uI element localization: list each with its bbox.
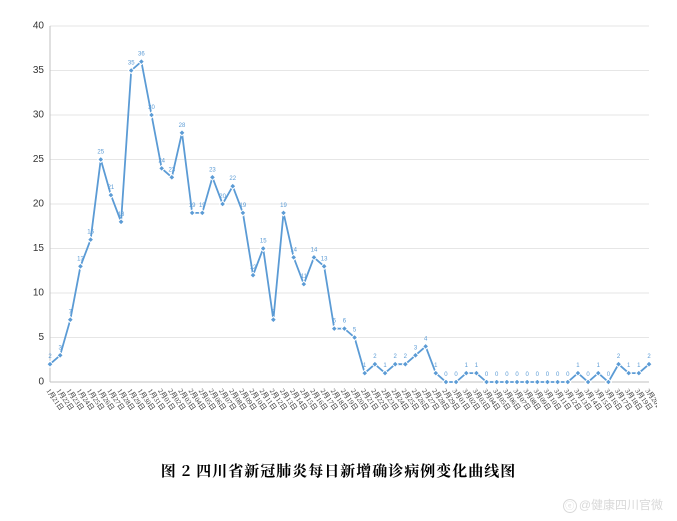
point-label: 0 bbox=[546, 372, 550, 378]
point-label: 1 bbox=[383, 363, 387, 369]
point-label: 1 bbox=[637, 363, 641, 369]
point-label: 0 bbox=[525, 372, 529, 378]
data-point bbox=[108, 192, 114, 198]
data-point bbox=[514, 379, 520, 385]
y-tick-label: 5 bbox=[38, 332, 44, 343]
y-tick-label: 10 bbox=[33, 288, 45, 299]
point-label: 13 bbox=[321, 256, 328, 262]
point-label: 18 bbox=[118, 212, 125, 218]
y-tick-label: 35 bbox=[33, 65, 45, 76]
point-label: 12 bbox=[250, 265, 257, 271]
data-point bbox=[77, 263, 83, 269]
point-label: 35 bbox=[128, 61, 135, 67]
point-label: 19 bbox=[280, 203, 287, 209]
point-label: 15 bbox=[260, 239, 267, 245]
data-point bbox=[189, 210, 195, 216]
chart-caption: 图 2 四川省新冠肺炎每日新增确诊病例变化曲线图 bbox=[0, 460, 677, 481]
data-point bbox=[504, 379, 510, 385]
point-label: 23 bbox=[168, 167, 175, 173]
data-point bbox=[291, 254, 297, 260]
point-label: 5 bbox=[353, 328, 357, 334]
point-label: 0 bbox=[607, 372, 611, 378]
point-label: 14 bbox=[311, 247, 318, 253]
point-label: 23 bbox=[209, 167, 216, 173]
point-label: 0 bbox=[485, 372, 489, 378]
data-point bbox=[544, 379, 550, 385]
y-tick-label: 15 bbox=[33, 243, 45, 254]
data-point bbox=[199, 210, 205, 216]
point-label: 22 bbox=[229, 176, 236, 182]
point-label: 11 bbox=[301, 274, 308, 280]
y-tick-label: 40 bbox=[33, 21, 45, 32]
point-label: 19 bbox=[240, 203, 247, 209]
point-label: 1 bbox=[363, 363, 367, 369]
point-label: 30 bbox=[148, 105, 155, 111]
data-point bbox=[67, 317, 73, 323]
data-point bbox=[494, 379, 500, 385]
point-label: 0 bbox=[454, 372, 458, 378]
point-label: 14 bbox=[290, 247, 297, 253]
point-label: 0 bbox=[495, 372, 499, 378]
data-point bbox=[88, 237, 94, 243]
point-label: 2 bbox=[404, 354, 408, 360]
point-label: 2 bbox=[647, 354, 651, 360]
point-label: 0 bbox=[515, 372, 519, 378]
point-label: 21 bbox=[108, 185, 115, 191]
data-point bbox=[209, 174, 215, 180]
point-label: 0 bbox=[556, 372, 560, 378]
data-point bbox=[240, 210, 246, 216]
point-label: 6 bbox=[343, 319, 347, 325]
point-label: 36 bbox=[138, 52, 145, 58]
point-label: 1 bbox=[627, 363, 631, 369]
point-label: 2 bbox=[394, 354, 398, 360]
line-chart-svg: 0510152025303540237131625211835363024232… bbox=[20, 18, 657, 438]
point-label: 20 bbox=[219, 194, 226, 200]
point-label: 0 bbox=[566, 372, 570, 378]
watermark-text: @健康四川官微 bbox=[579, 498, 663, 512]
point-label: 13 bbox=[77, 256, 84, 262]
point-label: 0 bbox=[505, 372, 509, 378]
watermark: ⓔ@健康四川官微 bbox=[563, 496, 663, 513]
point-label: 0 bbox=[586, 372, 590, 378]
y-tick-label: 30 bbox=[33, 110, 45, 121]
point-label: 6 bbox=[333, 319, 337, 325]
y-tick-label: 0 bbox=[38, 377, 44, 388]
series-line bbox=[50, 62, 649, 382]
point-label: 1 bbox=[597, 363, 601, 369]
weibo-icon: ⓔ bbox=[563, 499, 577, 513]
data-point bbox=[534, 379, 540, 385]
point-label: 24 bbox=[158, 158, 165, 164]
data-point bbox=[555, 379, 561, 385]
data-point bbox=[524, 379, 530, 385]
y-tick-label: 25 bbox=[33, 154, 45, 165]
point-label: 19 bbox=[189, 203, 196, 209]
data-point bbox=[98, 157, 104, 163]
point-label: 0 bbox=[536, 372, 540, 378]
point-label: 25 bbox=[97, 150, 104, 156]
point-label: 1 bbox=[576, 363, 580, 369]
point-label: 1 bbox=[475, 363, 479, 369]
data-point bbox=[281, 210, 287, 216]
point-label: 28 bbox=[179, 123, 186, 129]
data-point bbox=[250, 272, 256, 278]
chart-area: 0510152025303540237131625211835363024232… bbox=[20, 18, 657, 438]
data-point bbox=[118, 219, 124, 225]
data-point bbox=[260, 246, 266, 252]
point-label: 1 bbox=[465, 363, 469, 369]
point-label: 2 bbox=[373, 354, 377, 360]
point-label: 3 bbox=[414, 345, 418, 351]
data-point bbox=[149, 112, 155, 118]
point-label: 2 bbox=[48, 354, 52, 360]
data-point bbox=[270, 317, 276, 323]
point-label: 19 bbox=[199, 203, 206, 209]
data-point bbox=[179, 130, 185, 136]
data-point bbox=[301, 281, 307, 287]
point-label: 0 bbox=[444, 372, 448, 378]
point-label: 2 bbox=[617, 354, 621, 360]
data-point bbox=[331, 326, 337, 332]
point-label: 1 bbox=[434, 363, 438, 369]
point-label: 16 bbox=[87, 230, 94, 236]
y-tick-label: 20 bbox=[33, 199, 45, 210]
